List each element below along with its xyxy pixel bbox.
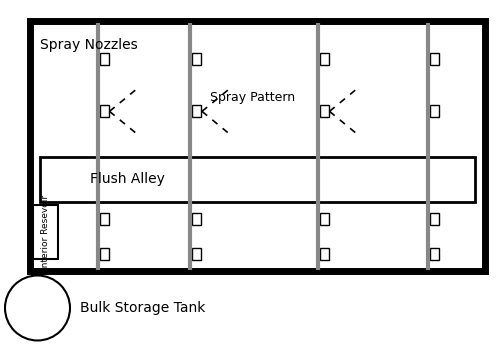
Text: Bulk Storage Tank: Bulk Storage Tank xyxy=(80,301,206,315)
Bar xyxy=(430,213,438,226)
Bar xyxy=(430,248,438,260)
Bar xyxy=(192,105,201,117)
Bar xyxy=(32,205,58,259)
Bar xyxy=(100,213,108,226)
Bar xyxy=(320,105,328,117)
Bar xyxy=(100,105,108,117)
Bar xyxy=(320,53,328,65)
Text: Flush Alley: Flush Alley xyxy=(90,172,165,186)
Text: Spray Pattern: Spray Pattern xyxy=(210,91,295,104)
Bar xyxy=(30,21,485,271)
Bar xyxy=(192,213,201,226)
Bar xyxy=(192,53,201,65)
Text: Interior Resevoir: Interior Resevoir xyxy=(40,195,50,270)
Bar xyxy=(100,53,108,65)
Ellipse shape xyxy=(5,276,70,340)
Bar xyxy=(100,248,108,260)
Bar xyxy=(192,248,201,260)
Bar xyxy=(430,105,438,117)
Bar xyxy=(430,53,438,65)
Bar xyxy=(40,157,475,202)
Bar xyxy=(320,213,328,226)
Bar xyxy=(320,248,328,260)
Text: Spray Nozzles: Spray Nozzles xyxy=(40,38,138,52)
